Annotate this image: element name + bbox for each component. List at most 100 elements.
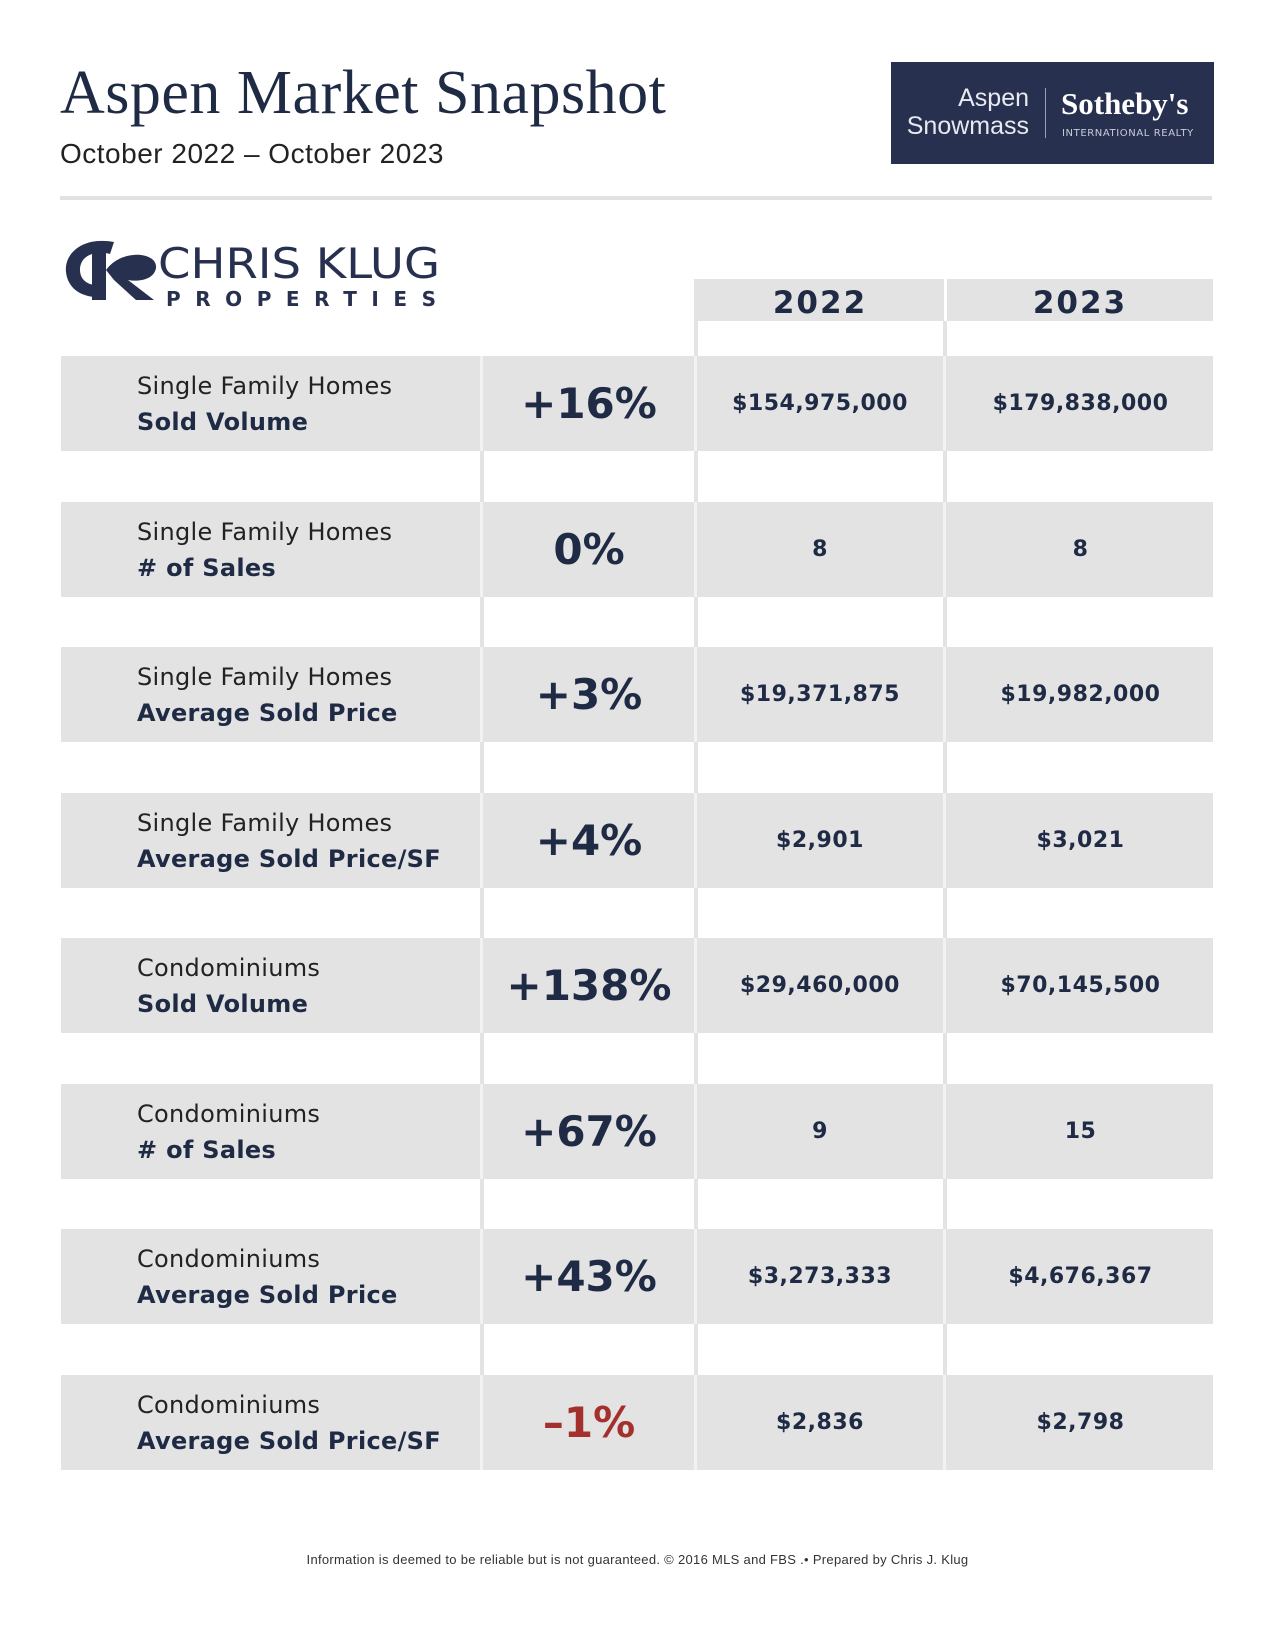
cell-divider [480,1374,483,1470]
value-2023: $4,676,367 [1008,1264,1153,1289]
cell-divider [694,1229,697,1324]
cell-divider [694,1083,697,1179]
logo-brand: Sotheby's [1061,86,1189,121]
cell-divider [943,1229,946,1324]
value-2023: $3,021 [1036,827,1125,853]
logo-name: CHRIS KLUG [158,239,440,288]
ck-monogram-icon: CHRIS KLUG PROPERTIES [65,239,440,311]
row-metric: # of Sales [137,553,277,582]
cell-divider [480,647,483,742]
value-2023: 15 [1064,1118,1097,1144]
cell-divider [694,647,697,742]
table-row: Condominiums Average Sold Price/SF –1% $2,8… [61,1374,1213,1470]
cell-divider [480,792,483,888]
change-percent: +4% [535,815,643,865]
page-title: Aspen Market Snapshot [60,59,667,127]
row-background [61,356,1213,451]
logo-brand-sub: INTERNATIONAL REALTY [1062,128,1194,139]
cell-divider [943,1083,946,1179]
cell-divider [943,501,946,597]
change-percent: +3% [535,670,643,719]
cell-divider [480,501,483,597]
value-2023: $179,838,000 [992,391,1169,416]
table-row: Condominiums # of Sales +67% 9 15 [61,1083,1213,1179]
logo-sub: PROPERTIES [166,287,436,311]
value-2022: $2,901 [776,827,864,853]
table-row: Single Family Homes # of Sales 0% 8 8 [61,501,1213,597]
row-label: Single Family Homes Average Sold Price/SF [137,805,441,877]
value-2022: $2,836 [776,1409,864,1435]
column-header-2023: 2023 [947,279,1213,321]
row-label: Single Family Homes Average Sold Price [137,659,398,731]
logo-divider [1045,88,1046,138]
cell-divider [694,938,697,1033]
header-divider [60,196,1212,200]
logo-aspen: Aspen [958,84,1029,112]
row-category: Single Family Homes [137,517,393,546]
row-metric: Average Sold Price/SF [137,844,441,873]
row-metric: Sold Volume [137,990,309,1018]
cell-divider [694,1374,697,1470]
row-metric: Average Sold Price/SF [137,1426,441,1455]
value-2022: $154,975,000 [732,391,908,416]
cell-divider [694,356,697,451]
row-category: Condominiums [137,1390,321,1419]
row-background [61,938,1213,1033]
row-label: Single Family Homes Sold Volume [137,368,392,440]
row-category: Single Family Homes [137,663,393,691]
cell-divider [694,501,697,597]
column-divider [943,321,947,1469]
change-percent: +16% [521,379,657,428]
table-row: Single Family Homes Sold Volume +16% $154,9… [61,356,1213,451]
value-2022: $3,273,333 [747,1264,893,1289]
change-percent: –1% [542,1397,636,1447]
row-category: Condominiums [137,954,321,982]
change-percent: +138% [506,961,672,1010]
row-background [61,1374,1213,1470]
row-category: Condominiums [137,1245,321,1273]
row-background [61,792,1213,888]
value-2023: $70,145,500 [1000,973,1161,998]
logo-snowmass: Snowmass [906,112,1029,140]
cell-divider [694,792,697,888]
cell-divider [943,938,946,1033]
cell-divider [480,1229,483,1324]
row-category: Condominiums [137,1099,321,1128]
change-percent: +43% [521,1252,657,1301]
table-row: Condominiums Sold Volume +138% $29,460,000 $… [61,938,1213,1033]
value-2022: 8 [812,536,828,562]
row-metric: # of Sales [137,1135,277,1164]
value-2022: $29,460,000 [740,973,900,998]
cell-divider [480,938,483,1033]
cell-divider [480,1083,483,1179]
row-label: Condominiums Average Sold Price [137,1241,398,1313]
row-metric: Average Sold Price [137,1281,398,1309]
table-row: Single Family Homes Average Sold Price +3%… [61,647,1213,742]
row-background [61,1083,1213,1179]
disclaimer: Information is deemed to be reliable but… [306,1552,969,1567]
value-2023: 8 [1072,536,1089,562]
cell-divider [943,647,946,742]
row-label: Single Family Homes # of Sales [137,514,392,586]
row-label: Condominiums Sold Volume [137,950,320,1022]
date-range: October 2022 – October 2023 [60,138,444,169]
column-header-2022: 2022 [696,279,944,321]
table-row: Single Family Homes Average Sold Price/SF… [61,792,1213,888]
row-label: Condominiums Average Sold Price/SF [137,1387,441,1459]
table-row: Condominiums Average Sold Price +43% $3,273… [61,1229,1213,1324]
row-category: Single Family Homes [137,372,393,400]
cell-divider [943,356,946,451]
row-metric: Sold Volume [137,408,309,436]
cell-divider [943,1374,946,1470]
row-metric: Average Sold Price [137,699,398,727]
chris-klug-logo: CHRIS KLUG PROPERTIES [62,234,442,314]
cell-divider [943,792,946,888]
row-label: Condominiums # of Sales [137,1096,320,1168]
sothebys-logo: Aspen Snowmass Sotheby's INTERNATIONAL RE… [891,62,1214,164]
row-background [61,1229,1213,1324]
value-2022: $19,371,875 [740,682,900,707]
change-percent: +67% [521,1106,657,1156]
cell-divider [480,356,483,451]
value-2023: $19,982,000 [1000,682,1161,707]
row-background [61,647,1213,742]
